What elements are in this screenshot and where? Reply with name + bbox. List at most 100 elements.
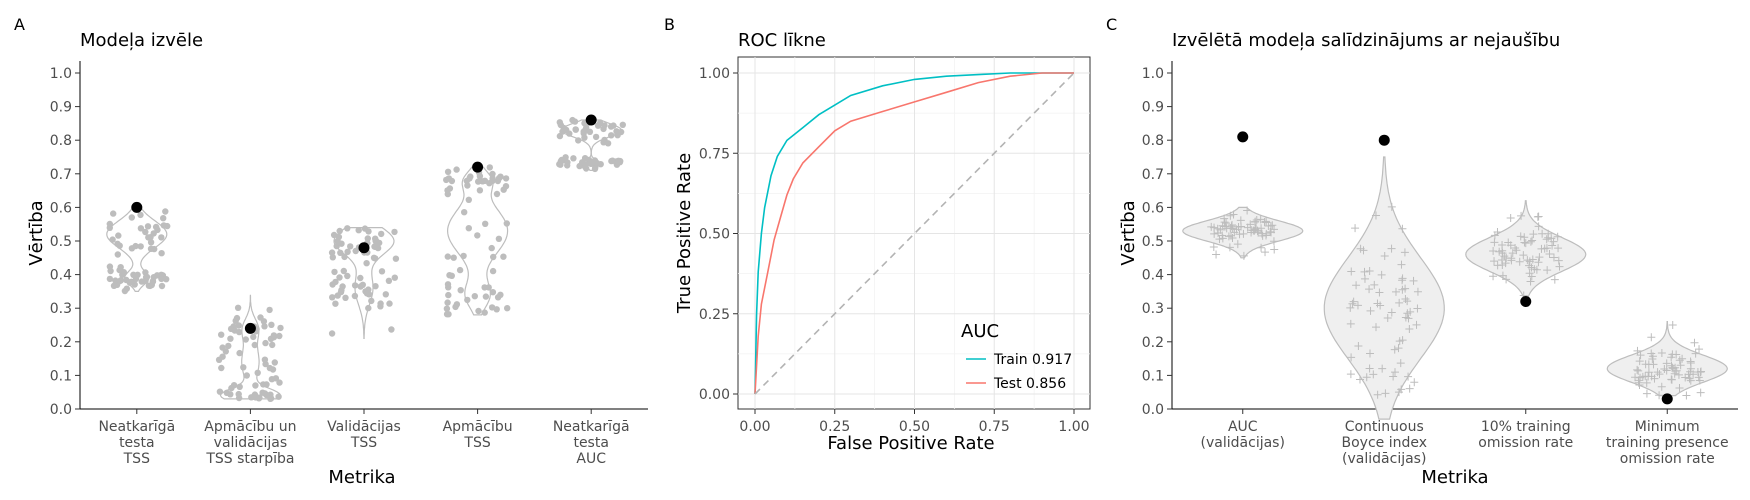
jitter-point [1515, 257, 1524, 266]
jitter-point [1370, 280, 1379, 289]
jitter-point [365, 304, 372, 312]
jitter-point [268, 376, 276, 383]
selected-model-point [585, 114, 597, 126]
jitter-point [351, 292, 359, 300]
jitter-point [1545, 250, 1554, 259]
jitter-point [1521, 239, 1530, 248]
x-tick-label: Continuous [1345, 419, 1424, 435]
jitter-point [575, 137, 582, 144]
jitter-point [338, 240, 345, 247]
jitter-point [382, 291, 389, 298]
y-tick-label: 0.1 [50, 368, 72, 384]
jitter-point [1270, 225, 1279, 234]
jitter-point [503, 220, 510, 227]
jitter-point [1498, 271, 1507, 280]
jitter-point [269, 366, 277, 373]
jitter-point [1657, 348, 1666, 357]
jitter-point [147, 239, 155, 246]
panel-b-legend: AUC Train 0.917 Test 0.856 [961, 321, 1072, 392]
jitter-point [1489, 246, 1498, 255]
y-tick-label: 0.7 [50, 167, 72, 183]
jitter-point [1362, 373, 1371, 382]
jitter-point [1371, 211, 1380, 220]
jitter-point [556, 161, 563, 168]
jitter-point [216, 388, 224, 395]
jitter-point [1529, 230, 1538, 239]
jitter-point [1394, 388, 1403, 397]
jitter-point [1404, 372, 1413, 381]
jitter-point [276, 332, 283, 340]
jitter-point [1365, 364, 1374, 373]
panel-b-letter: B [664, 15, 675, 34]
jitter-point [1695, 345, 1704, 354]
y-tick-label: 0.0 [1142, 402, 1164, 418]
jitter-point [475, 307, 482, 315]
x-tick-label: Boyce index [1341, 435, 1427, 451]
x-tick-label: (validācijas) [1342, 451, 1426, 467]
jitter-point [465, 196, 472, 203]
jitter-point [1394, 344, 1403, 353]
jitter-point [1657, 382, 1666, 391]
y-tick-label: 0.3 [1142, 301, 1164, 317]
jitter-point [1398, 336, 1407, 345]
x-tick-label: TSS starpība [205, 451, 294, 467]
panel-b-xlabel: False Positive Rate [827, 433, 994, 454]
jitter-point [234, 304, 242, 311]
y-tick-label: 0.25 [699, 307, 730, 323]
y-tick-label: 0.9 [50, 100, 72, 116]
jitter-point [1366, 306, 1375, 315]
jitter-point [1696, 388, 1705, 397]
jitter-point [235, 322, 242, 329]
jitter-point [582, 161, 589, 168]
y-tick-label: 0.2 [50, 335, 72, 351]
jitter-point [572, 126, 579, 133]
jitter-point [502, 183, 510, 190]
jitter-point [1686, 357, 1695, 366]
y-tick-label: 0.75 [699, 146, 730, 162]
roc-series-line [754, 72, 1074, 395]
violin-shape [560, 119, 622, 171]
jitter-point [1377, 270, 1386, 279]
jitter-point [1668, 350, 1677, 359]
jitter-point [1490, 238, 1499, 247]
jitter-point [344, 225, 351, 232]
jitter-point [336, 227, 343, 235]
jitter-point [571, 118, 579, 125]
jitter-point [460, 252, 467, 260]
jitter-point [456, 266, 464, 274]
jitter-point [1396, 359, 1405, 368]
y-tick-label: 0.0 [50, 402, 72, 418]
jitter-point [1372, 323, 1381, 332]
jitter-point [235, 390, 242, 398]
jitter-point [1642, 389, 1651, 398]
jitter-point [150, 230, 157, 237]
jitter-point [1675, 383, 1684, 392]
jitter-point [1633, 346, 1642, 355]
jitter-point [276, 379, 283, 386]
jitter-point [1412, 320, 1421, 329]
jitter-point [1405, 384, 1414, 393]
legend-title: AUC [961, 321, 999, 342]
jitter-point [242, 336, 249, 343]
y-tick-label: 0.2 [1142, 335, 1164, 351]
jitter-point [1366, 349, 1374, 358]
jitter-point [464, 296, 471, 304]
jitter-point [1676, 361, 1685, 370]
jitter-point [110, 210, 117, 217]
jitter-point [1528, 236, 1537, 245]
jitter-point [1555, 262, 1564, 271]
jitter-point [329, 254, 336, 261]
jitter-point [1534, 222, 1543, 231]
jitter-point [474, 232, 481, 239]
jitter-point [446, 272, 453, 279]
y-tick-label: 0.6 [50, 200, 72, 216]
jitter-point [1251, 217, 1260, 226]
jitter-point [504, 305, 511, 312]
jitter-point [1347, 353, 1356, 362]
jitter-point [391, 274, 398, 281]
jitter-point [351, 282, 359, 289]
jitter-point [270, 332, 278, 339]
panel-c-xlabel: Metrika [1421, 467, 1488, 488]
jitter-point [607, 123, 615, 130]
